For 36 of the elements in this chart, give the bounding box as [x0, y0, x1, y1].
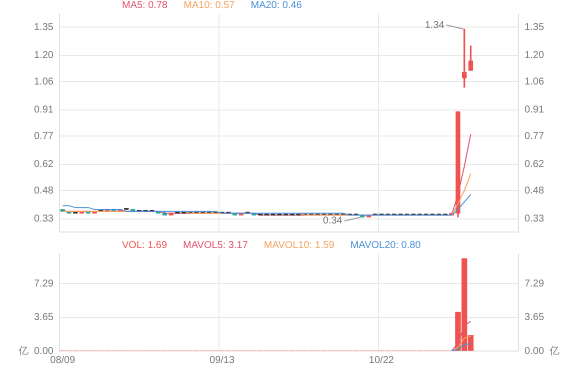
y2-tick-label: 0.77: [524, 130, 544, 142]
text: MA10: 0.57: [184, 0, 235, 11]
y2-tick-label: 0.62: [524, 159, 544, 170]
y-tick-label: 0.33: [34, 214, 54, 225]
text: MAVOL20: 0.80: [350, 240, 421, 251]
y2-tick-label: 0.48: [524, 185, 544, 196]
y2-tick-label: 1.35: [524, 22, 544, 33]
y-tick-label: 1.06: [34, 76, 54, 88]
y2-tick-label: 1.06: [524, 76, 544, 88]
y2-tick-label: 3.65: [524, 312, 544, 324]
y-tick-label: 0.62: [34, 159, 54, 170]
y-tick-label: 0.77: [34, 130, 54, 142]
annotation: 1.34: [424, 20, 445, 31]
text: MA5: 0.78: [122, 0, 168, 11]
y-axis-title: 亿: [17, 346, 28, 357]
y-tick-label: 3.65: [34, 312, 54, 324]
y2-tick-label: 7.29: [524, 278, 544, 290]
x-tick-label: 09/13: [210, 354, 235, 366]
text: MAVOL10: 1.59: [264, 240, 334, 251]
y2-tick-label: 1.20: [524, 50, 544, 62]
text: MAVOL5: 3.17: [183, 240, 248, 251]
y2-tick-label: 0.91: [524, 104, 544, 116]
annotation: 0.34: [322, 216, 343, 227]
x-tick-label: 10/22: [368, 354, 394, 366]
text: MA20: 0.46: [250, 0, 302, 11]
y2-tick-label: 0.33: [524, 214, 544, 225]
y-tick-label: 0.00: [34, 346, 54, 357]
y-tick-label: 1.35: [34, 22, 54, 33]
y-tick-label: 0.48: [34, 185, 54, 196]
y-tick-label: 0.91: [34, 104, 54, 116]
y2-tick-label: 0.00: [524, 346, 544, 357]
y-tick-label: 7.29: [34, 278, 54, 290]
text: VOL: 1.69: [122, 240, 168, 251]
y-tick-label: 1.20: [34, 50, 54, 62]
y2-axis-title: 亿: [548, 346, 560, 357]
x-tick-label: 08/09: [50, 354, 76, 366]
